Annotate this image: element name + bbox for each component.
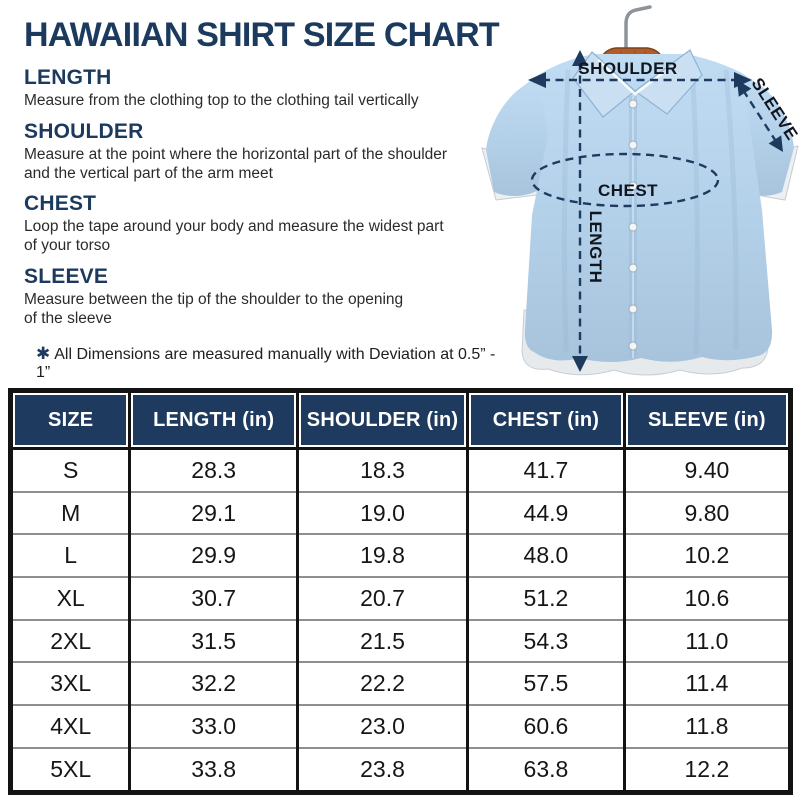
header-row: SIZE LENGTH (in) SHOULDER (in) CHEST (in… (8, 389, 793, 450)
value-cell: 48.0 (466, 533, 625, 578)
button (628, 304, 638, 314)
collar-right-flap (633, 49, 703, 115)
arrow-downright-icon (768, 135, 783, 152)
col-header-chest: CHEST (in) (466, 389, 626, 450)
value-cell: 33.0 (128, 704, 298, 748)
value-cell: 32.2 (128, 661, 298, 706)
value-cell: 44.9 (466, 490, 625, 535)
value-cell: 33.8 (128, 746, 298, 793)
table-row: 3XL 32.2 22.2 57.5 11.4 (10, 661, 791, 706)
size-table-header: SIZE LENGTH (in) SHOULDER (in) CHEST (in… (8, 389, 793, 450)
value-cell: 11.8 (622, 704, 791, 748)
value-cell: 10.2 (622, 533, 791, 578)
value-cell: 20.7 (296, 576, 468, 620)
button (628, 263, 638, 273)
asterisk-icon: ✱ (36, 344, 51, 365)
value-cell: 23.8 (296, 746, 468, 793)
section-body-shoulder: Measure at the point where the horizonta… (24, 145, 448, 182)
size-table-container: SIZE LENGTH (in) SHOULDER (in) CHEST (in… (8, 388, 793, 795)
arrow-down-icon (572, 356, 588, 372)
size-table-body: S 28.3 18.3 41.7 9.40 M 29.1 19.0 44.9 9.80 L 29.9 1… (10, 448, 791, 793)
size-cell: 3XL (10, 661, 130, 706)
sleeve-measure-line (741, 89, 779, 144)
button (628, 222, 638, 232)
size-cell: XL (10, 576, 130, 620)
value-cell: 9.80 (622, 490, 791, 535)
value-cell: 11.0 (622, 618, 791, 663)
measurement-lines (530, 62, 779, 356)
arrow-up-icon (572, 50, 588, 66)
button (628, 341, 638, 351)
definitions-column: HAWAIIAN SHIRT SIZE CHART LENGTH Measure… (24, 16, 500, 382)
value-cell: 31.5 (128, 618, 298, 663)
section-body-length: Measure from the clothing top to the clo… (24, 91, 419, 109)
table-row: S 28.3 18.3 41.7 9.40 (10, 448, 791, 492)
value-cell: 41.7 (466, 448, 625, 492)
shirt-buttons (628, 99, 638, 351)
section-body-sleeve: Measure between the tip of the shoulder … (24, 291, 404, 328)
value-cell: 21.5 (296, 618, 468, 663)
section-body-chest: Loop the tape around your body and measu… (24, 218, 444, 255)
size-cell: 2XL (10, 618, 130, 663)
col-header-length: LENGTH (in) (128, 389, 300, 450)
table-row: M 29.1 19.0 44.9 9.80 (10, 490, 791, 535)
chest-label: CHEST (598, 181, 658, 200)
value-cell: 10.6 (622, 576, 791, 620)
value-cell: 18.3 (296, 448, 468, 492)
col-header-shoulder: SHOULDER (in) (296, 389, 470, 450)
hanger-hook-icon (624, 5, 652, 50)
table-row: 2XL 31.5 21.5 54.3 11.0 (10, 618, 791, 663)
size-cell: M (10, 490, 130, 535)
col-header-size: SIZE (8, 389, 132, 450)
button (628, 99, 638, 109)
value-cell: 29.1 (128, 490, 298, 535)
table-row: 5XL 33.8 23.8 63.8 12.2 (10, 746, 791, 793)
col-header-sleeve: SLEEVE (in) (622, 389, 793, 450)
value-cell: 57.5 (466, 661, 625, 706)
value-cell: 51.2 (466, 576, 625, 620)
size-table: SIZE LENGTH (in) SHOULDER (in) CHEST (in… (8, 388, 793, 795)
arrow-left-icon (528, 72, 546, 88)
value-cell: 60.6 (466, 704, 625, 748)
value-cell: 29.9 (128, 533, 298, 578)
section-heading-length: LENGTH (24, 65, 112, 89)
value-cell: 54.3 (466, 618, 625, 663)
value-cell: 63.8 (466, 746, 625, 793)
value-cell: 22.2 (296, 661, 468, 706)
deviation-note: ✱ All Dimensions are measured manually wi… (36, 344, 498, 382)
section-heading-sleeve: SLEEVE (24, 265, 109, 289)
measurement-arrowheads (528, 50, 783, 372)
button (628, 140, 638, 150)
value-cell: 30.7 (128, 576, 298, 620)
value-cell: 23.0 (296, 704, 468, 748)
table-row: 4XL 33.0 23.0 60.6 11.8 (10, 704, 791, 748)
value-cell: 19.8 (296, 533, 468, 578)
size-cell: S (10, 448, 130, 492)
page-title: HAWAIIAN SHIRT SIZE CHART (24, 16, 500, 54)
size-cell: 4XL (10, 704, 130, 748)
size-cell: 5XL (10, 746, 130, 793)
shirt-measurement-diagram: SHOULDER CHEST LENGTH SLEEVE (481, 5, 800, 376)
shoulder-label: SHOULDER (578, 59, 677, 78)
chest-measure-ellipse (530, 152, 720, 208)
body-fold-shading (561, 61, 739, 355)
value-cell: 12.2 (622, 746, 791, 793)
size-cell: L (10, 533, 130, 578)
value-cell: 19.0 (296, 490, 468, 535)
table-row: L 29.9 19.8 48.0 10.2 (10, 533, 791, 578)
value-cell: 28.3 (128, 448, 298, 492)
arrow-upleft-icon (737, 80, 752, 97)
section-heading-shoulder: SHOULDER (24, 119, 144, 143)
value-cell: 11.4 (622, 661, 791, 706)
deviation-note-text: All Dimensions are measured manually wit… (36, 346, 496, 382)
section-heading-chest: CHEST (24, 192, 97, 216)
button (628, 181, 638, 191)
left-sleeve (486, 75, 550, 197)
value-cell: 9.40 (622, 448, 791, 492)
table-row: XL 30.7 20.7 51.2 10.6 (10, 576, 791, 620)
shirt-body (524, 54, 773, 362)
length-label: LENGTH (586, 211, 605, 284)
